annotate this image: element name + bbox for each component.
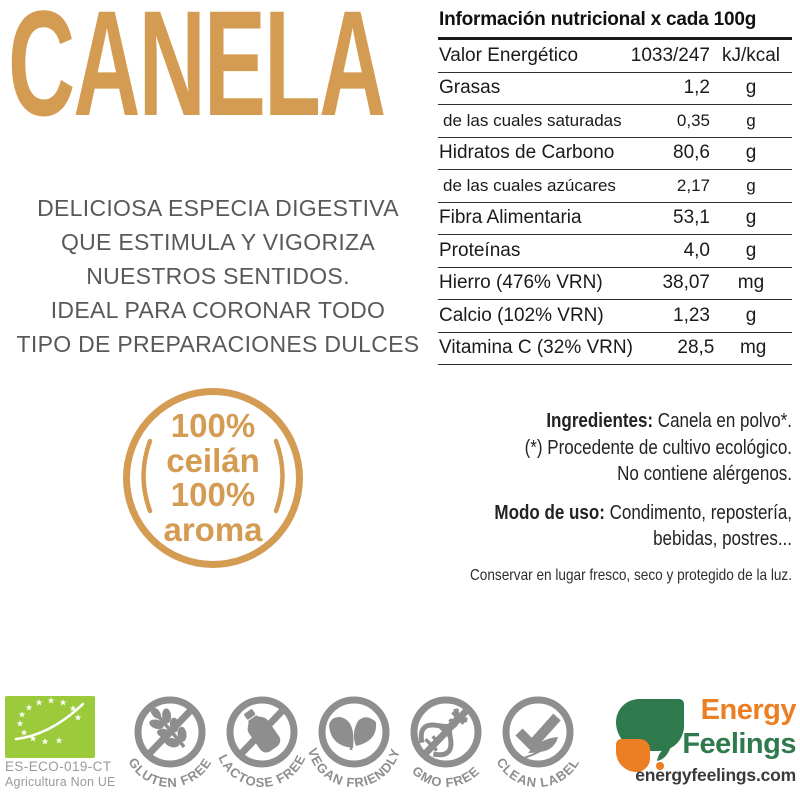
gluten-free-icon: GLUTEN FREE [125, 696, 214, 790]
brand-name-line2: Feelings [682, 728, 796, 760]
allergen-note: No contiene alérgenos. [617, 463, 792, 485]
eu-organic-code: ES-ECO-019-CT [5, 759, 112, 774]
row-unit: g [745, 77, 757, 99]
gmo-free-icon: GMO FREE [409, 696, 482, 790]
row-unit: g [746, 175, 756, 195]
nutrition-table-header: Información nutricional x cada 100g [438, 8, 792, 40]
row-value: 53,1 [673, 207, 710, 229]
row-label: Calcio (102% VRN) [439, 304, 604, 326]
lactose-free-label: LACTOSE FREE [215, 752, 307, 790]
eu-organic-leaf-icon: ★★★ ★★★ ★★★ ★ ★ ★ [5, 695, 95, 758]
stamp-parentheses-icon [141, 438, 285, 514]
ingredients-label: Ingredientes: [546, 410, 654, 432]
table-row: Grasas 1,2 g [438, 73, 792, 105]
table-row: Calcio (102% VRN) 1,23 g [438, 300, 792, 333]
ingredients-value: Canela en polvo*. [653, 410, 792, 432]
row-value: 0,35 [676, 110, 710, 130]
svg-text:★: ★ [74, 712, 82, 722]
brand-name-line1: Energy [700, 694, 797, 726]
usage-label: Modo de uso: [494, 501, 605, 524]
ingredients-note: (*) Procedente de cultivo ecológico. [524, 436, 792, 459]
row-value: 80,6 [673, 142, 710, 164]
row-unit: g [745, 239, 757, 261]
table-row: Fibra Alimentaria 53,1 g [438, 203, 792, 235]
row-unit: g [745, 142, 757, 164]
row-unit: g [745, 207, 757, 229]
brand-mark-icon [614, 697, 690, 773]
svg-text:★: ★ [55, 735, 63, 745]
gluten-free-label: GLUTEN FREE [125, 755, 213, 790]
row-value: 28,5 [677, 337, 715, 359]
row-label: de las cuales saturadas [443, 110, 622, 130]
svg-text:★: ★ [47, 696, 55, 705]
row-value: 1,2 [683, 77, 710, 99]
table-row: Proteínas 4,0 g [438, 235, 792, 268]
table-row: Hidratos de Carbono 80,6 g [438, 138, 792, 170]
stamp-line-4: aroma [163, 510, 263, 548]
row-value: 1033/247 [630, 44, 710, 66]
svg-text:★: ★ [25, 702, 33, 712]
row-value: 2,17 [676, 175, 710, 195]
row-label: Proteínas [439, 239, 521, 261]
table-row: Hierro (476% VRN) 38,07 mg [438, 268, 792, 300]
svg-text:★: ★ [35, 697, 43, 707]
row-unit: mg [737, 272, 765, 294]
row-value: 4,0 [683, 239, 710, 261]
svg-text:★: ★ [16, 718, 24, 728]
row-label: Valor Energético [439, 44, 579, 66]
svg-text:★: ★ [69, 703, 77, 713]
table-subrow: de las cuales azúcares 2,17 g [438, 170, 792, 203]
row-label: Hierro (476% VRN) [439, 272, 603, 294]
ingredients-line: Ingredientes: Canela en polvo*. [459, 408, 792, 435]
vegan-friendly-label: VEGAN FRIENDLY [305, 746, 402, 790]
svg-text:★: ★ [29, 733, 37, 743]
clean-label-label: CLEAN LABEL [493, 755, 581, 790]
product-title: CANELA [8, 0, 386, 147]
vegan-friendly-icon: VEGAN FRIENDLY [305, 696, 403, 790]
nutrition-table: Información nutricional x cada 100g Valo… [438, 8, 792, 365]
row-label: Fibra Alimentaria [439, 207, 582, 229]
lactose-free-icon: LACTOSE FREE [215, 696, 308, 790]
row-unit: mg [739, 337, 767, 359]
svg-text:★: ★ [59, 697, 67, 707]
row-unit: g [746, 110, 756, 130]
clean-label-icon: CLEAN LABEL [493, 696, 582, 790]
row-value: 1,23 [673, 304, 710, 326]
row-label: Vitamina C (32% VRN) [439, 337, 633, 359]
eu-organic-logo: ★ ★ ★ ★ ★ ★ ★ ★ ★ ★ ★ ★ [5, 695, 95, 763]
svg-text:★: ★ [18, 709, 26, 719]
svg-text:★: ★ [41, 736, 49, 746]
info-text-block: Ingredientes: Canela en polvo*. (*) Proc… [459, 408, 792, 585]
svg-text:CLEAN LABEL: CLEAN LABEL [493, 755, 582, 790]
row-label: Hidratos de Carbono [439, 142, 615, 164]
stamp-line-3: 100% [170, 476, 256, 513]
usage-line-2: bebidas, postres... [653, 528, 792, 550]
product-description: DELICIOSA ESPECIA DIGESTIVA QUE ESTIMULA… [16, 195, 420, 357]
storage-note: Conservar en lugar fresco, seco y proteg… [469, 566, 792, 584]
svg-text:VEGAN FRIENDLY: VEGAN FRIENDLY [305, 746, 403, 790]
svg-text:GLUTEN FREE: GLUTEN FREE [125, 755, 214, 790]
brand-sprout-icon [656, 746, 671, 770]
usage-value: Condimento, repostería, [604, 501, 792, 524]
row-unit: kJ/kcal [721, 44, 781, 66]
table-row: Valor Energético 1033/247 kJ/kcal [438, 40, 792, 73]
row-label: de las cuales azúcares [443, 175, 616, 195]
quality-stamp: 100% ceilán 100% aroma [123, 388, 303, 568]
table-subrow: de las cuales saturadas 0,35 g [438, 105, 792, 138]
row-label: Grasas [439, 77, 501, 99]
brand-logo: Energy Feelings energyfeelings.com [606, 694, 798, 794]
svg-text:LACTOSE FREE: LACTOSE FREE [215, 752, 308, 790]
brand-website: energyfeelings.com [635, 765, 796, 785]
stamp-line-1: 100% [170, 407, 256, 444]
table-row: Vitamina C (32% VRN) 28,5 mg [438, 333, 792, 365]
stamp-line-2: ceilán [166, 441, 260, 479]
row-value: 38,07 [662, 272, 710, 294]
eu-organic-origin: Agricultura Non UE [5, 775, 116, 789]
svg-text:★: ★ [20, 727, 28, 737]
row-unit: g [745, 304, 757, 326]
usage-line: Modo de uso: Condimento, repostería, [459, 500, 792, 527]
